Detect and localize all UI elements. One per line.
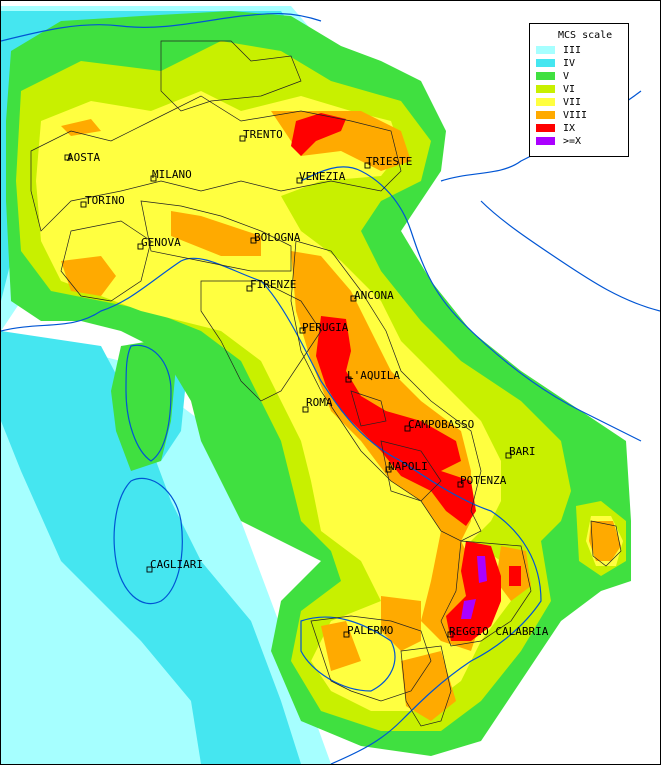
legend-item-v: V <box>536 70 569 82</box>
city-torino: TORINO <box>80 194 125 208</box>
city-bari: BARI <box>505 445 536 459</box>
legend-item-viii: VIII <box>536 109 587 121</box>
city-label: PERUGIA <box>302 321 349 334</box>
city-ancona: ANCONA <box>350 289 394 302</box>
city-label: MILANO <box>152 168 192 181</box>
city-label: TRIESTE <box>366 155 412 168</box>
city-palermo: PALERMO <box>343 624 393 638</box>
legend-swatch <box>536 111 555 119</box>
city-aosta: AOSTA <box>64 151 100 164</box>
legend-label: IV <box>563 57 576 69</box>
legend-label: >=X <box>563 135 582 147</box>
legend-swatch <box>536 98 555 106</box>
city-campobasso: CAMPOBASSO <box>404 418 474 432</box>
seismogenic-zones <box>30 40 622 727</box>
city-cagliari: CAGLIARI <box>146 558 203 573</box>
city-bologna: BOLOGNA <box>250 231 301 244</box>
legend-item-vii: VII <box>536 96 581 108</box>
city-napoli: NAPOLI <box>385 460 428 473</box>
legend-swatch <box>536 124 555 132</box>
city-label: TORINO <box>85 194 125 207</box>
city-reggio-calabria: REGGIO CALABRIA <box>447 625 549 638</box>
city-label: BOLOGNA <box>254 231 301 244</box>
legend-label: III <box>563 44 582 56</box>
city-trieste: TRIESTE <box>364 155 412 169</box>
intensity-zone-x <box>461 556 487 619</box>
city-perugia: PERUGIA <box>299 321 349 334</box>
city-genova: GENOVA <box>137 236 181 250</box>
legend-swatch <box>536 85 555 93</box>
city-label: TRENTO <box>243 128 283 141</box>
legend-item-vi: VI <box>536 83 575 95</box>
city-label: NAPOLI <box>388 460 428 473</box>
legend-item-x: >=X <box>536 135 581 147</box>
legend-swatch <box>536 46 555 54</box>
legend-swatch <box>536 137 555 145</box>
city-label: ANCONA <box>354 289 394 302</box>
legend-label: VI <box>563 83 576 95</box>
city-label: FIRENZE <box>250 278 296 291</box>
city-label: AOSTA <box>67 151 100 164</box>
city-potenza: POTENZA <box>457 474 507 488</box>
city-roma: ROMA <box>302 396 333 413</box>
city-laquila: L'AQUILA <box>345 369 400 383</box>
legend-title: MCS scale <box>558 30 613 41</box>
legend-item-ix: IX <box>536 122 575 134</box>
city-markers: AOSTA MILANO TRENTO VENEZIA TRIESTE TORI… <box>64 128 549 638</box>
legend-label: IX <box>563 122 576 134</box>
city-label: VENEZIA <box>299 170 346 183</box>
legend-label: V <box>563 70 570 82</box>
legend-swatch <box>536 72 555 80</box>
legend-item-iv: IV <box>536 57 575 69</box>
legend-label: VIII <box>563 109 588 121</box>
city-label: POTENZA <box>460 474 507 487</box>
city-venezia: VENEZIA <box>296 170 346 184</box>
city-label: GENOVA <box>141 236 181 249</box>
city-label: L'AQUILA <box>347 369 400 382</box>
city-firenze: FIRENZE <box>246 278 296 292</box>
city-trento: TRENTO <box>239 128 283 142</box>
legend-swatch <box>536 59 555 67</box>
legend-item-iii: III <box>536 44 581 56</box>
city-label: ROMA <box>306 396 333 409</box>
city-label: PALERMO <box>347 624 393 637</box>
city-label: CAMPOBASSO <box>408 418 474 431</box>
legend-label: VII <box>563 96 582 108</box>
city-label: BARI <box>509 445 536 458</box>
city-label: REGGIO CALABRIA <box>449 625 549 638</box>
legend: MCS scale III IV V VI VII VIII IX <box>529 23 629 157</box>
city-milano: MILANO <box>150 168 192 182</box>
city-label: CAGLIARI <box>150 558 203 571</box>
